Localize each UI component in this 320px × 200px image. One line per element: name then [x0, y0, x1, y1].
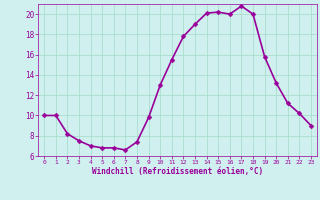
X-axis label: Windchill (Refroidissement éolien,°C): Windchill (Refroidissement éolien,°C) [92, 167, 263, 176]
